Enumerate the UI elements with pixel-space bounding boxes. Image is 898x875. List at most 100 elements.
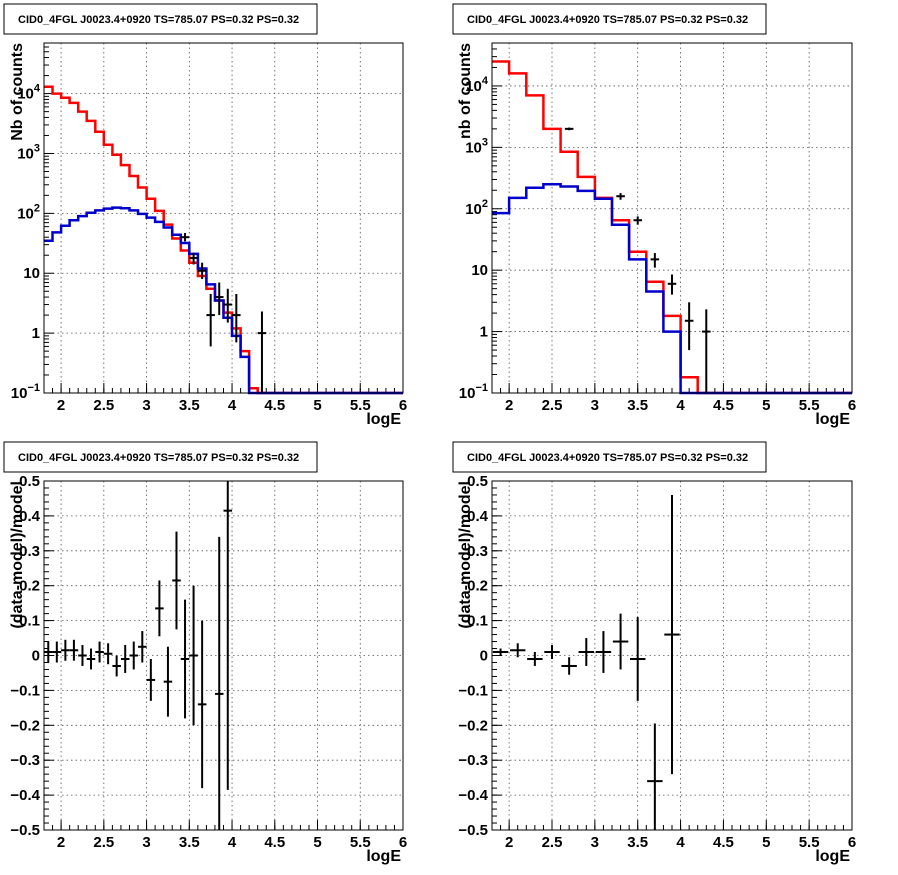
y-tick-label: 10: [23, 265, 40, 282]
data-point: [44, 641, 53, 663]
y-tick-label: −0.3: [10, 752, 40, 769]
x-tick-label: 2: [57, 397, 65, 414]
data-point: [69, 639, 79, 661]
chart-panel-3: CID0_4FGL J0023.4+0920 TS=785.07 PS=0.32…: [3, 441, 407, 865]
y-tick-label: 103: [465, 136, 488, 156]
plot-frame: [43, 42, 404, 394]
y-axis-label: nb of counts: [457, 43, 474, 139]
data-point: [214, 536, 224, 830]
x-axis-label: logE: [815, 848, 850, 865]
data-point: [664, 494, 680, 775]
data-point: [120, 645, 130, 673]
y-tick-label: 10: [471, 262, 488, 279]
data-point: [189, 252, 198, 265]
y-axis-label: Nb of counts: [9, 43, 26, 141]
x-tick-label: 5: [313, 834, 321, 851]
x-tick-label: 2: [505, 834, 513, 851]
x-tick-label: 5.5: [799, 834, 820, 851]
plot-frame: [491, 42, 853, 394]
x-tick-label: 4: [228, 834, 237, 851]
x-tick-label: 2: [57, 834, 65, 851]
y-tick-label: −0.1: [458, 682, 488, 699]
y-tick-label: −0.1: [10, 682, 40, 699]
data-point: [612, 613, 629, 670]
x-tick-label: 4: [228, 397, 237, 414]
y-tick-label: 0.3: [19, 543, 40, 560]
data-point: [146, 658, 156, 701]
data-point: [544, 645, 560, 659]
x-tick-label: 2.5: [542, 397, 563, 414]
chart-title: CID0_4FGL J0023.4+0920 TS=785.07 PS=0.32…: [18, 452, 299, 464]
data-point: [172, 531, 181, 630]
x-tick-label: 5: [762, 834, 770, 851]
y-tick-label: 0: [480, 648, 488, 665]
chart-title-box: [452, 441, 767, 473]
data-point: [561, 657, 577, 675]
x-tick-label: 4.5: [713, 397, 734, 414]
y-tick-label: 0: [32, 648, 40, 665]
y-axis-label: (data-model)/model: [457, 481, 474, 629]
x-tick-label: 3.5: [627, 834, 648, 851]
data-point: [197, 620, 207, 789]
x-tick-label: 2: [505, 397, 513, 414]
y-tick-label: −0.2: [458, 717, 488, 734]
x-tick-label: 6: [399, 397, 407, 414]
data-point: [578, 638, 594, 666]
x-tick-label: 3: [591, 834, 599, 851]
x-tick-label: 3: [142, 397, 150, 414]
y-tick-label: 104: [465, 75, 489, 95]
data-point: [112, 655, 121, 677]
x-tick-label: 2.5: [542, 834, 563, 851]
x-tick-label: 3.5: [627, 397, 648, 414]
x-tick-label: 4.5: [264, 834, 285, 851]
x-tick-label: 5.5: [799, 397, 820, 414]
x-tick-label: 5: [762, 397, 770, 414]
chart-title-box: [452, 3, 767, 35]
chart-panel-4: CID0_4FGL J0023.4+0920 TS=785.07 PS=0.32…: [452, 441, 856, 865]
data-point: [78, 645, 87, 666]
chart-title: CID0_4FGL J0023.4+0920 TS=785.07 PS=0.32…: [467, 14, 748, 26]
y-axis-label: (data-model)/model: [9, 481, 26, 629]
x-tick-label: 5.5: [350, 834, 371, 851]
data-point: [61, 639, 70, 661]
chart-title-box: [3, 441, 318, 473]
x-tick-label: 4.5: [713, 834, 734, 851]
y-tick-label: 102: [17, 202, 40, 222]
y-tick-label: −0.4: [10, 787, 40, 804]
chart-title: CID0_4FGL J0023.4+0920 TS=785.07 PS=0.32…: [18, 14, 299, 26]
y-tick-label: 0.4: [467, 508, 489, 525]
x-tick-label: 4.5: [264, 397, 285, 414]
x-tick-label: 4: [676, 397, 685, 414]
x-tick-label: 3.5: [179, 834, 200, 851]
data-point: [180, 232, 190, 242]
y-tick-label: 0.5: [467, 473, 488, 490]
y-tick-label: 10−1: [459, 382, 488, 402]
y-tick-label: −0.3: [458, 752, 488, 769]
data-point: [257, 311, 267, 393]
chart-panel-2: CID0_4FGL J0023.4+0920 TS=785.07 PS=0.32…: [452, 3, 856, 428]
y-tick-label: 0.1: [467, 613, 488, 630]
data-point: [650, 253, 660, 268]
y-tick-label: 104: [17, 83, 41, 103]
data-point: [138, 631, 147, 663]
y-tick-label: 102: [465, 198, 488, 218]
data-point: [647, 723, 663, 830]
data-point: [86, 648, 96, 670]
data-point: [214, 282, 224, 316]
y-tick-label: 0.2: [19, 578, 40, 595]
data-point: [129, 641, 139, 670]
data-point: [223, 288, 233, 323]
x-tick-label: 3: [591, 397, 599, 414]
data-point: [684, 302, 694, 351]
x-tick-label: 2.5: [93, 834, 114, 851]
y-tick-label: 0.2: [467, 578, 488, 595]
x-tick-label: 6: [848, 834, 856, 851]
y-tick-label: 0.3: [467, 543, 488, 560]
data-point: [232, 294, 241, 343]
data-point: [667, 274, 677, 295]
x-tick-label: 6: [848, 397, 856, 414]
data-point: [616, 193, 625, 200]
y-tick-label: 0.1: [19, 613, 40, 630]
y-tick-label: 1: [32, 325, 40, 342]
